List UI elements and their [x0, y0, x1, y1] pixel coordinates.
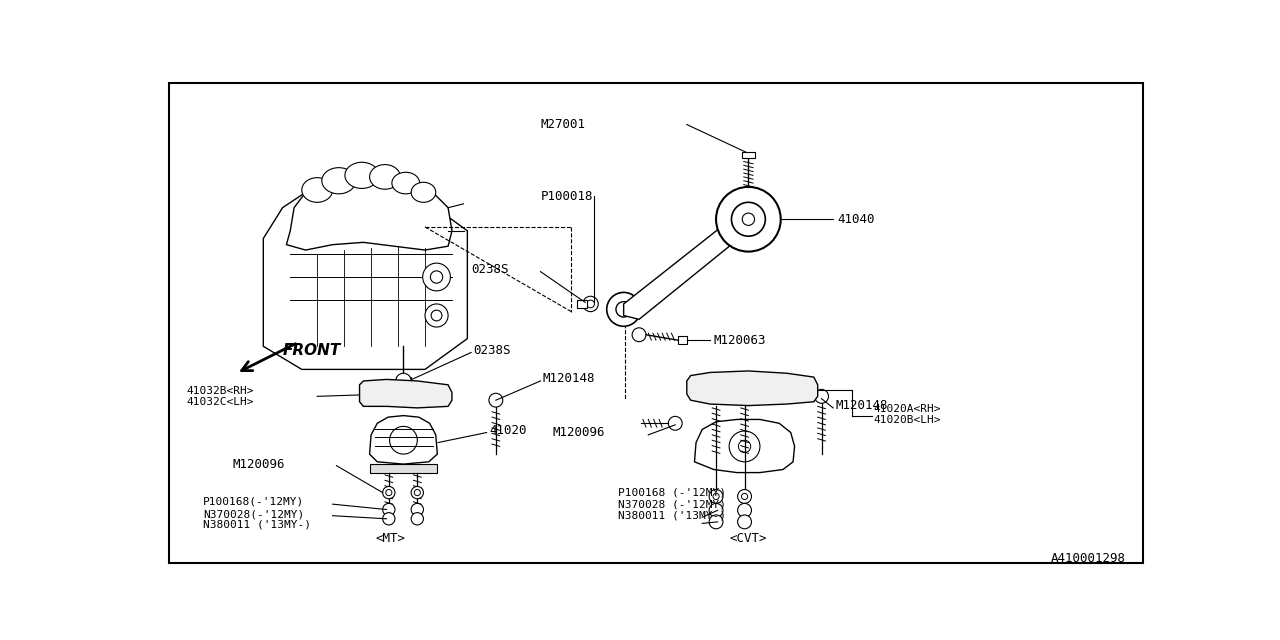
- Circle shape: [713, 493, 719, 500]
- Circle shape: [396, 373, 411, 388]
- Text: M120148: M120148: [836, 399, 888, 412]
- Circle shape: [731, 202, 765, 236]
- Circle shape: [582, 296, 598, 312]
- Circle shape: [383, 513, 396, 525]
- Text: M120148: M120148: [543, 372, 595, 385]
- Circle shape: [632, 328, 646, 342]
- Circle shape: [716, 187, 781, 252]
- Circle shape: [411, 486, 424, 499]
- Circle shape: [709, 515, 723, 529]
- Ellipse shape: [344, 163, 379, 188]
- Polygon shape: [264, 177, 467, 369]
- Circle shape: [431, 310, 442, 321]
- Text: M120096: M120096: [233, 458, 285, 470]
- Circle shape: [709, 504, 723, 517]
- Ellipse shape: [370, 164, 401, 189]
- Polygon shape: [287, 171, 452, 250]
- Text: N380011 ('13MY-): N380011 ('13MY-): [204, 520, 311, 530]
- Circle shape: [411, 513, 424, 525]
- Circle shape: [814, 389, 828, 403]
- Ellipse shape: [411, 182, 435, 202]
- Circle shape: [415, 490, 420, 495]
- Circle shape: [422, 263, 451, 291]
- Text: 0238S: 0238S: [474, 344, 511, 356]
- Text: M120096: M120096: [552, 426, 604, 439]
- Text: N370028 (-'12MY): N370028 (-'12MY): [617, 499, 726, 509]
- Circle shape: [739, 440, 750, 452]
- Circle shape: [425, 304, 448, 327]
- Ellipse shape: [302, 178, 333, 202]
- Polygon shape: [360, 380, 452, 408]
- Ellipse shape: [392, 172, 420, 194]
- Ellipse shape: [321, 168, 356, 194]
- Text: 41032C<LH>: 41032C<LH>: [187, 397, 253, 407]
- Circle shape: [742, 213, 755, 225]
- Text: FRONT: FRONT: [283, 342, 340, 358]
- Polygon shape: [687, 371, 818, 406]
- Circle shape: [430, 271, 443, 283]
- Text: 41040: 41040: [837, 212, 874, 226]
- Circle shape: [392, 388, 404, 401]
- Circle shape: [737, 515, 751, 529]
- Circle shape: [668, 417, 682, 430]
- Polygon shape: [370, 415, 438, 464]
- Polygon shape: [370, 464, 438, 474]
- Text: 0238S: 0238S: [471, 263, 508, 276]
- Circle shape: [745, 383, 760, 398]
- Text: 41020B<LH>: 41020B<LH>: [874, 415, 941, 425]
- Text: 41020: 41020: [489, 424, 526, 438]
- Polygon shape: [623, 212, 756, 319]
- Circle shape: [586, 300, 594, 308]
- Text: M27001: M27001: [540, 118, 585, 131]
- Text: 41032B<RH>: 41032B<RH>: [187, 386, 253, 396]
- Circle shape: [389, 426, 417, 454]
- Circle shape: [383, 486, 396, 499]
- Text: P100018: P100018: [540, 189, 593, 203]
- Polygon shape: [396, 377, 411, 385]
- Text: M120063: M120063: [714, 333, 767, 347]
- Circle shape: [383, 504, 396, 516]
- Circle shape: [741, 493, 748, 500]
- Circle shape: [411, 504, 424, 516]
- Text: P100168(-'12MY): P100168(-'12MY): [204, 497, 305, 507]
- Circle shape: [737, 490, 751, 504]
- Circle shape: [385, 490, 392, 495]
- Circle shape: [737, 504, 751, 517]
- Circle shape: [709, 490, 723, 504]
- Polygon shape: [577, 300, 586, 308]
- Circle shape: [616, 301, 631, 317]
- Polygon shape: [742, 152, 755, 157]
- Text: N380011 ('13MY-): N380011 ('13MY-): [617, 511, 726, 521]
- Text: <MT>: <MT>: [375, 532, 406, 545]
- Polygon shape: [695, 419, 795, 472]
- Text: P100168 (-'12MY): P100168 (-'12MY): [617, 488, 726, 498]
- Polygon shape: [677, 336, 687, 344]
- Circle shape: [489, 393, 503, 407]
- Circle shape: [730, 431, 760, 462]
- Text: <CVT>: <CVT>: [730, 532, 767, 545]
- Text: N370028(-'12MY): N370028(-'12MY): [204, 509, 305, 519]
- Circle shape: [607, 292, 640, 326]
- Text: A410001298: A410001298: [1051, 552, 1125, 564]
- Text: 41020A<RH>: 41020A<RH>: [874, 404, 941, 415]
